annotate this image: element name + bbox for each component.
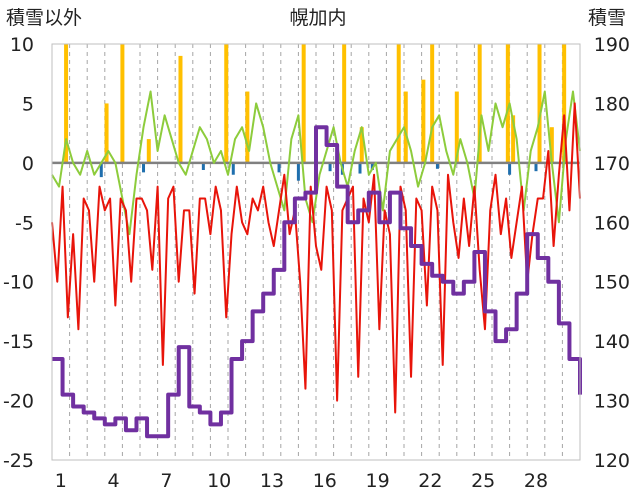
orange-bar <box>537 44 542 163</box>
blue-bar-series <box>99 162 538 181</box>
snow-depth-line-series <box>52 125 582 439</box>
left-axis-label: 積雪以外 <box>6 7 82 29</box>
blue-bar <box>435 162 439 169</box>
temperature-line-series <box>51 102 581 414</box>
blue-bar <box>296 162 300 181</box>
right-axis-label: 積雪 <box>588 7 626 29</box>
orange-bar <box>104 103 109 163</box>
orange-bar <box>64 44 69 163</box>
x-tick-label: 10 <box>207 470 231 492</box>
blue-bar <box>328 162 332 172</box>
orange-bar <box>421 79 426 163</box>
right-tick-label: 160 <box>594 212 630 234</box>
orange-bar <box>403 91 408 163</box>
x-tick-label: 28 <box>524 470 548 492</box>
orange-bar <box>146 139 151 163</box>
x-tick-label: 7 <box>160 470 172 492</box>
x-tick-label: 13 <box>260 470 284 492</box>
orange-bar <box>511 115 516 163</box>
blue-bar <box>142 162 146 173</box>
left-tick-label: -5 <box>15 212 34 234</box>
green-series-line <box>51 90 581 236</box>
right-tick-label: 150 <box>594 272 630 294</box>
x-tick-label: 19 <box>366 470 390 492</box>
blue-bar <box>534 162 538 172</box>
orange-bar <box>477 44 482 163</box>
x-tick-label: 1 <box>55 470 67 492</box>
left-tick-label: 10 <box>10 34 34 56</box>
x-tick-label: 16 <box>313 470 337 492</box>
green-line-series <box>51 90 581 236</box>
orange-bar-series <box>64 44 567 163</box>
orange-bar <box>549 127 554 163</box>
orange-bar <box>245 91 250 163</box>
left-tick-label: -15 <box>3 331 34 353</box>
blue-bar <box>99 162 103 178</box>
blue-bar <box>231 162 235 175</box>
right-tick-label: 130 <box>594 391 630 413</box>
snow-depth-line <box>52 125 582 439</box>
temperature-line <box>51 102 581 414</box>
plot-area-border <box>51 43 581 461</box>
orange-bar <box>301 44 306 163</box>
blue-bar <box>358 162 362 174</box>
orange-bar <box>359 127 364 163</box>
left-axis-ticks: 10 5 0 -5 -10 -15 -20 -25 <box>3 34 34 472</box>
blue-bar <box>277 162 281 173</box>
left-tick-label: -10 <box>3 272 34 294</box>
right-tick-label: 120 <box>594 450 630 472</box>
orange-bar <box>430 44 435 163</box>
orange-bar <box>120 44 125 163</box>
right-axis-ticks: 190 180 170 160 150 140 130 120 <box>594 34 630 472</box>
x-tick-label: 4 <box>108 470 120 492</box>
blue-bar <box>508 162 512 175</box>
x-tick-label: 22 <box>418 470 442 492</box>
blue-bar <box>370 162 374 170</box>
x-tick-label: 25 <box>471 470 495 492</box>
orange-bar <box>505 44 510 163</box>
right-tick-label: 140 <box>594 331 630 353</box>
blue-bar <box>201 162 205 170</box>
left-tick-label: -25 <box>3 450 34 472</box>
left-tick-label: -20 <box>3 391 34 413</box>
left-tick-label: 0 <box>22 153 34 175</box>
orange-bar <box>562 44 567 163</box>
orange-bar <box>454 91 459 163</box>
right-tick-label: 170 <box>594 153 630 175</box>
orange-bar <box>224 44 229 163</box>
vertical-grid <box>69 44 563 460</box>
right-tick-label: 190 <box>594 34 630 56</box>
right-tick-label: 180 <box>594 93 630 115</box>
left-tick-label: 5 <box>22 93 34 115</box>
x-axis-ticks: 1 4 7 10 13 16 19 22 25 28 <box>55 470 548 492</box>
orange-bar <box>342 44 347 163</box>
orange-bar <box>178 55 183 163</box>
chart-title: 幌加内 <box>289 7 346 29</box>
orange-bar <box>396 44 401 163</box>
